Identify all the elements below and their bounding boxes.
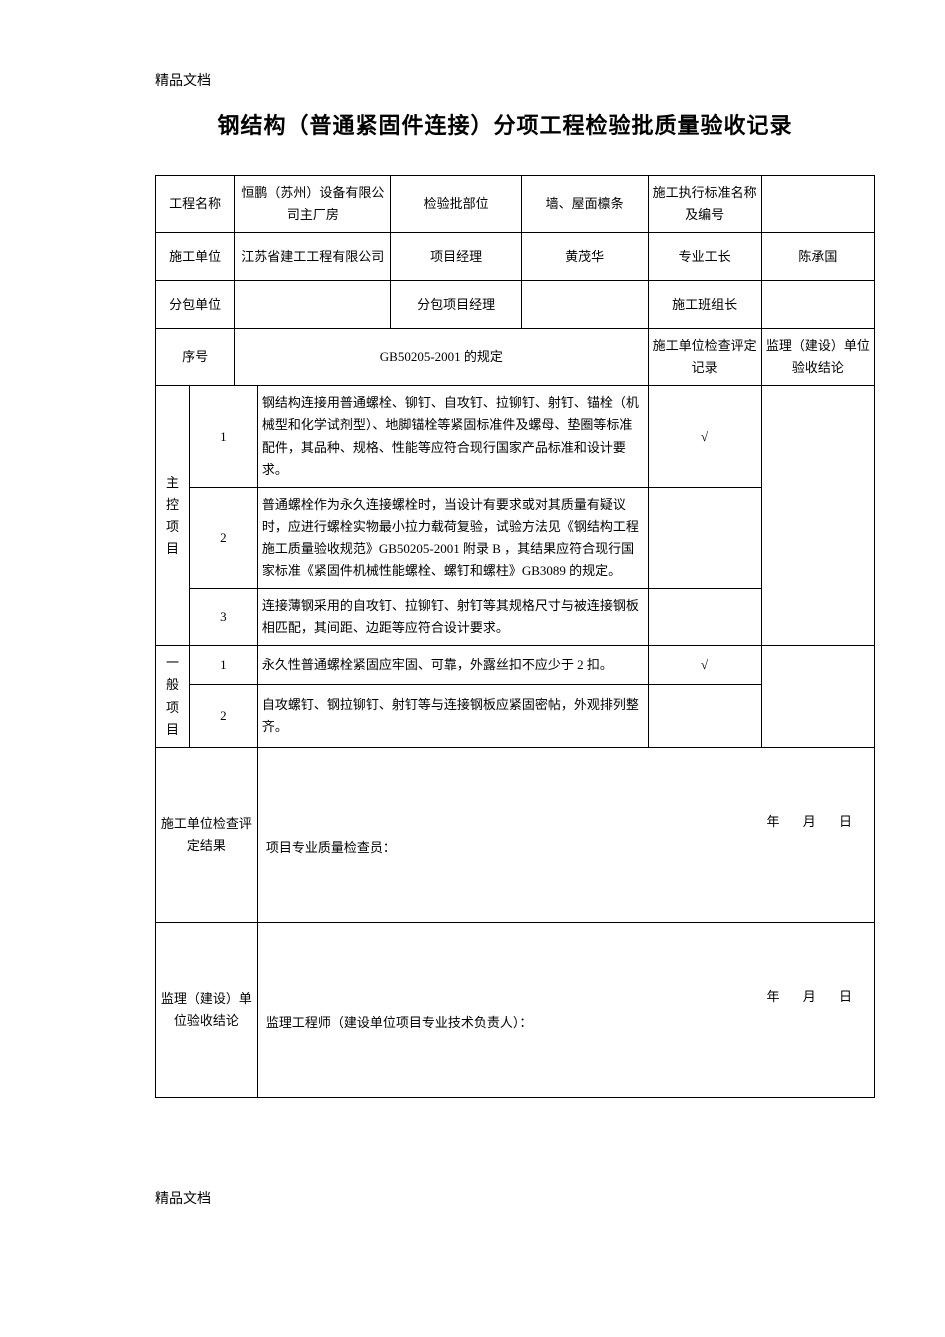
page-footer: 精品文档 bbox=[155, 1188, 945, 1208]
main-item-1-check: √ bbox=[648, 386, 761, 487]
value-pro-foreman: 陈承国 bbox=[761, 233, 874, 281]
value-exec-standard bbox=[761, 176, 874, 233]
main-item-2-text: 普通螺栓作为永久连接螺栓时，当设计有要求或对其质量有疑议时，应进行螺栓实物最小拉… bbox=[257, 487, 648, 588]
value-project-name: 恒鹏（苏州）设备有限公司主厂房 bbox=[235, 176, 391, 233]
value-project-manager: 黄茂华 bbox=[521, 233, 648, 281]
main-item-2-check bbox=[648, 487, 761, 588]
value-sub-pm bbox=[521, 281, 648, 329]
main-item-3-num: 3 bbox=[189, 589, 257, 646]
value-subcontract-unit bbox=[235, 281, 391, 329]
header-supervision: 监理（建设）单位验收结论 bbox=[761, 329, 874, 386]
main-item-2-num: 2 bbox=[189, 487, 257, 588]
general-supervision-cell bbox=[761, 646, 874, 747]
main-item-1-text: 钢结构连接用普通螺栓、铆钉、自攻钉、拉铆钉、射钉、锚栓（机械型和化学试剂型）、地… bbox=[257, 386, 648, 487]
general-item-1-num: 1 bbox=[189, 646, 257, 685]
main-item-3-text: 连接薄钢采用的自攻钉、拉铆钉、射钉等其规格尺寸与被连接钢板相匹配，其间距、边距等… bbox=[257, 589, 648, 646]
construction-result-label: 施工单位检查评定结果 bbox=[156, 747, 258, 922]
main-item-1-num: 1 bbox=[189, 386, 257, 487]
label-batch-part: 检验批部位 bbox=[391, 176, 521, 233]
supervision-result-label: 监理（建设）单位验收结论 bbox=[156, 922, 258, 1097]
label-construction-unit: 施工单位 bbox=[156, 233, 235, 281]
inspection-table: 工程名称 恒鹏（苏州）设备有限公司主厂房 检验批部位 墙、屋面檩条 施工执行标准… bbox=[155, 175, 875, 1098]
value-batch-part: 墙、屋面檩条 bbox=[521, 176, 648, 233]
label-project-name: 工程名称 bbox=[156, 176, 235, 233]
section-main-label: 主控项目 bbox=[156, 386, 190, 646]
page-header: 精品文档 bbox=[155, 70, 945, 90]
supervision-result-cell: 监理工程师（建设单位项目专业技术负责人）： 年 月 日 bbox=[257, 922, 874, 1097]
value-team-leader bbox=[761, 281, 874, 329]
supervision-date: 年 月 日 bbox=[766, 986, 862, 1008]
section-general-label: 一般项目 bbox=[156, 646, 190, 747]
main-item-3-check bbox=[648, 589, 761, 646]
document-title: 钢结构（普通紧固件连接）分项工程检验批质量验收记录 bbox=[155, 108, 855, 140]
general-item-1-check: √ bbox=[648, 646, 761, 685]
general-item-1-text: 永久性普通螺栓紧固应牢固、可靠，外露丝扣不应少于 2 扣。 bbox=[257, 646, 648, 685]
header-spec: GB50205-2001 的规定 bbox=[235, 329, 648, 386]
general-item-2-num: 2 bbox=[189, 684, 257, 747]
label-project-manager: 项目经理 bbox=[391, 233, 521, 281]
general-item-2-check bbox=[648, 684, 761, 747]
construction-date: 年 月 日 bbox=[766, 811, 862, 833]
label-pro-foreman: 专业工长 bbox=[648, 233, 761, 281]
label-sub-pm: 分包项目经理 bbox=[391, 281, 521, 329]
construction-result-cell: 项目专业质量检查员： 年 月 日 bbox=[257, 747, 874, 922]
general-item-2-text: 自攻螺钉、钢拉铆钉、射钉等与连接钢板应紧固密帖，外观排列整齐。 bbox=[257, 684, 648, 747]
construction-inspector-label: 项目专业质量检查员： bbox=[266, 837, 396, 859]
header-seq: 序号 bbox=[156, 329, 235, 386]
value-construction-unit: 江苏省建工工程有限公司 bbox=[235, 233, 391, 281]
main-supervision-cell bbox=[761, 386, 874, 646]
supervision-engineer-label: 监理工程师（建设单位项目专业技术负责人）： bbox=[266, 1012, 533, 1034]
label-team-leader: 施工班组长 bbox=[648, 281, 761, 329]
label-exec-standard: 施工执行标准名称及编号 bbox=[648, 176, 761, 233]
label-subcontract-unit: 分包单位 bbox=[156, 281, 235, 329]
header-check-record: 施工单位检查评定记录 bbox=[648, 329, 761, 386]
